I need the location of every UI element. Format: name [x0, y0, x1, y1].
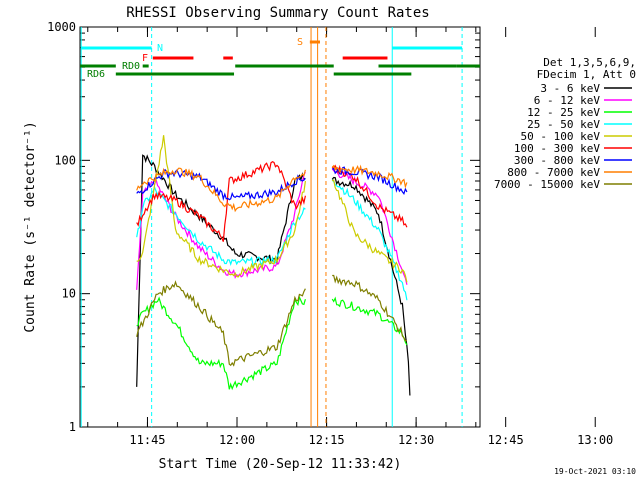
legend-entry-label: 800 - 7000 keV	[507, 166, 600, 179]
series-line-1	[331, 168, 408, 285]
flag-label-s: S	[297, 37, 303, 48]
y-tick-label: 1000	[47, 20, 76, 34]
series-line-3	[331, 179, 408, 301]
series-line-0	[331, 176, 411, 396]
x-tick-label: 12:00	[219, 433, 255, 447]
y-tick-label: 1	[69, 420, 76, 434]
legend-entry-label: 6 - 12 keV	[534, 94, 601, 107]
x-tick-label: 12:30	[398, 433, 434, 447]
y-tick-label: 100	[54, 153, 76, 167]
flag-label-rd6: RD6	[87, 69, 105, 80]
x-tick-label: 13:00	[577, 433, 613, 447]
series-line-2	[136, 295, 306, 391]
series-line-3	[136, 185, 306, 267]
y-tick-label: 10	[62, 287, 76, 301]
chart-title: RHESSI Observing Summary Count Rates	[126, 5, 429, 21]
series-line-2	[331, 296, 408, 346]
x-tick-label: 11:45	[129, 433, 165, 447]
series-line-8	[136, 280, 306, 367]
legend-entry-label: 12 - 25 keV	[527, 106, 600, 119]
x-axis-label: Start Time (20-Sep-12 11:33:42)	[159, 457, 402, 472]
legend-header-line: FDecim 1, Att 0	[537, 68, 636, 81]
plot-frame	[79, 26, 481, 428]
flag-label-rd0: RD0	[122, 61, 140, 72]
series-line-7	[136, 167, 306, 213]
legend: Det 1,3,5,6,9,FDecim 1, Att 03 - 6 keV6 …	[494, 56, 636, 191]
legend-entry-label: 3 - 6 keV	[540, 82, 600, 95]
flag-label-f: F	[142, 53, 148, 64]
legend-entry-label: 50 - 100 keV	[521, 130, 601, 143]
y-axis-label: Count Rate (s⁻¹ detector⁻¹)	[23, 121, 38, 332]
x-tick-label: 12:45	[488, 433, 524, 447]
legend-header-line: Det 1,3,5,6,9,	[543, 56, 636, 69]
legend-entry-label: 25 - 50 keV	[527, 118, 600, 131]
series-line-7	[331, 164, 408, 189]
flag-label-n: N	[157, 43, 163, 54]
series-line-4	[136, 135, 306, 278]
series-line-8	[332, 274, 408, 342]
series-line-4	[331, 179, 408, 283]
plot-area: 1 10 100 1000 11:45 12:00 12:15 12:30 12:45 13:00…	[47, 20, 613, 447]
timestamp: 19-Oct-2021 03:10	[554, 467, 636, 476]
legend-entry-label: 7000 - 15000 keV	[494, 178, 600, 191]
x-tick-label: 12:15	[309, 433, 345, 447]
series-line-6	[136, 168, 306, 201]
legend-entry-label: 300 - 800 keV	[514, 154, 600, 167]
series-line-5	[331, 164, 408, 228]
series-line-5	[136, 161, 306, 242]
legend-entry-label: 100 - 300 keV	[514, 142, 600, 155]
